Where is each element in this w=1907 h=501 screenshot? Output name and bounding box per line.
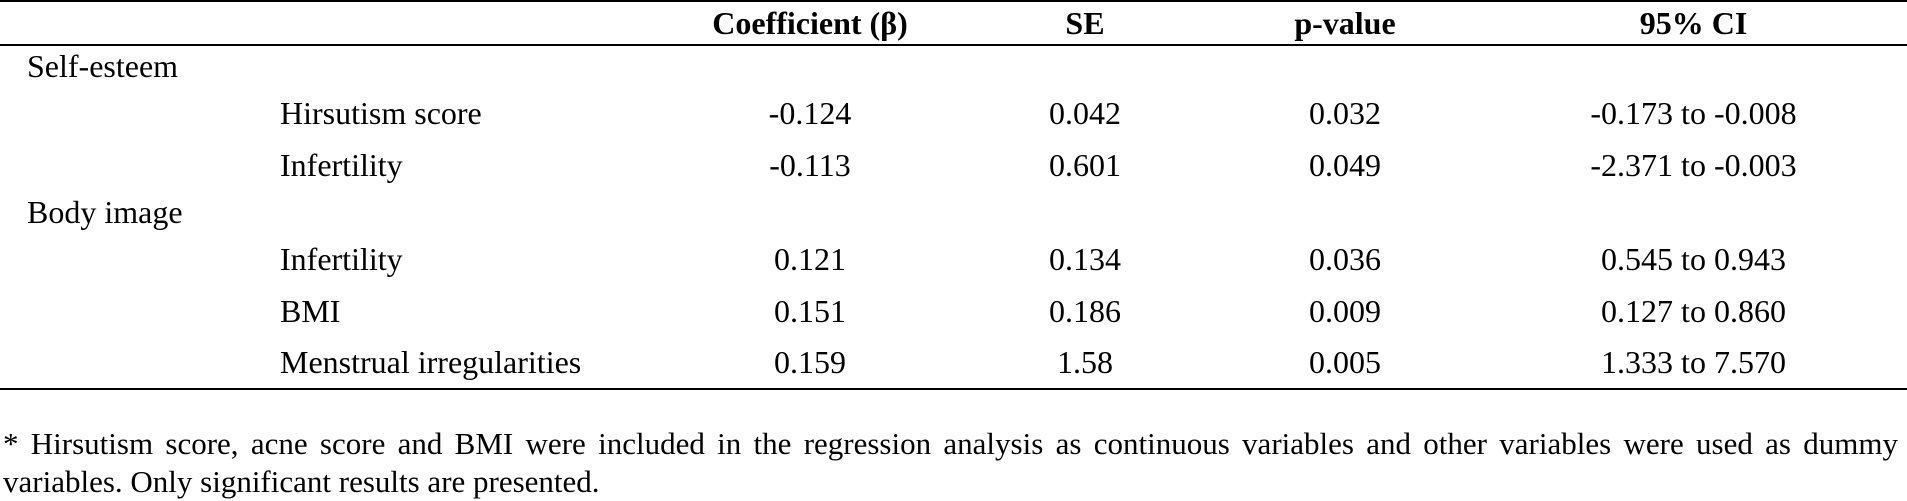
coefficient-cell: -0.113 (769, 146, 851, 183)
header-se: SE (960, 1, 1210, 46)
table-body: Self-esteem Hirsutism score -0.124 0.042… (0, 45, 1907, 390)
variable-cell: Hirsutism score (280, 94, 482, 131)
p-value-cell: 0.032 (1309, 94, 1381, 131)
header-coefficient: Coefficient (β) (660, 1, 960, 46)
p-value-cell: 0.009 (1309, 292, 1381, 329)
ci-cell: 0.127 to 0.860 (1601, 292, 1786, 329)
variable-cell: Menstrual irregularities (270, 337, 660, 390)
header-group (0, 1, 270, 46)
group-label: Body image (27, 193, 183, 230)
se-cell: 0.186 (1049, 292, 1121, 329)
header-row: Coefficient (β) SE p-value 95% CI (0, 1, 1907, 46)
header-variable (270, 1, 660, 46)
header-p-value: p-value (1210, 1, 1480, 46)
empty-cell (0, 233, 270, 285)
ci-cell: -2.371 to -0.003 (1590, 146, 1797, 183)
coefficient-cell: 0.121 (774, 240, 846, 277)
p-value-cell: 0.049 (1309, 146, 1381, 183)
variable-cell: BMI (280, 292, 341, 329)
group-label: Self-esteem (27, 48, 179, 84)
variable-cell: Infertility (280, 146, 403, 183)
table-footnote: * Hirsutism score, acne score and BMI we… (3, 426, 1898, 499)
ci-cell: 1.333 to 7.570 (1480, 337, 1907, 390)
table-row: Infertility 0.121 0.134 0.036 0.545 to 0… (0, 233, 1907, 285)
se-cell: 0.042 (1049, 94, 1121, 131)
empty-cell (0, 139, 270, 191)
variable-cell: Infertility (280, 240, 403, 277)
coefficient-cell: 0.151 (774, 292, 846, 329)
p-value-cell: 0.036 (1309, 240, 1381, 277)
coefficient-cell: 0.159 (660, 337, 960, 390)
ci-cell: -0.173 to -0.008 (1590, 94, 1797, 131)
table-row: Hirsutism score -0.124 0.042 0.032 -0.17… (0, 87, 1907, 139)
regression-table-container: Coefficient (β) SE p-value 95% CI Self-e… (0, 1, 1907, 390)
se-cell: 0.601 (1049, 146, 1121, 183)
empty-cell (0, 87, 270, 139)
table-header: Coefficient (β) SE p-value 95% CI (0, 1, 1907, 46)
empty-cell (0, 285, 270, 337)
group-row-body-image: Body image (0, 191, 1907, 233)
ci-cell: 0.545 to 0.943 (1601, 240, 1786, 277)
table-row: Menstrual irregularities 0.159 1.58 0.00… (0, 337, 1907, 390)
se-cell: 1.58 (960, 337, 1210, 390)
empty-cell (0, 337, 270, 390)
table-row: BMI 0.151 0.186 0.009 0.127 to 0.860 (0, 285, 1907, 337)
coefficient-cell: -0.124 (768, 94, 852, 131)
p-value-cell: 0.005 (1210, 337, 1480, 390)
header-ci: 95% CI (1480, 1, 1907, 46)
group-row-self-esteem: Self-esteem (0, 45, 1907, 87)
table-row: Infertility -0.113 0.601 0.049 -2.371 to… (0, 139, 1907, 191)
se-cell: 0.134 (1049, 240, 1121, 277)
regression-table: Coefficient (β) SE p-value 95% CI Self-e… (0, 1, 1907, 390)
